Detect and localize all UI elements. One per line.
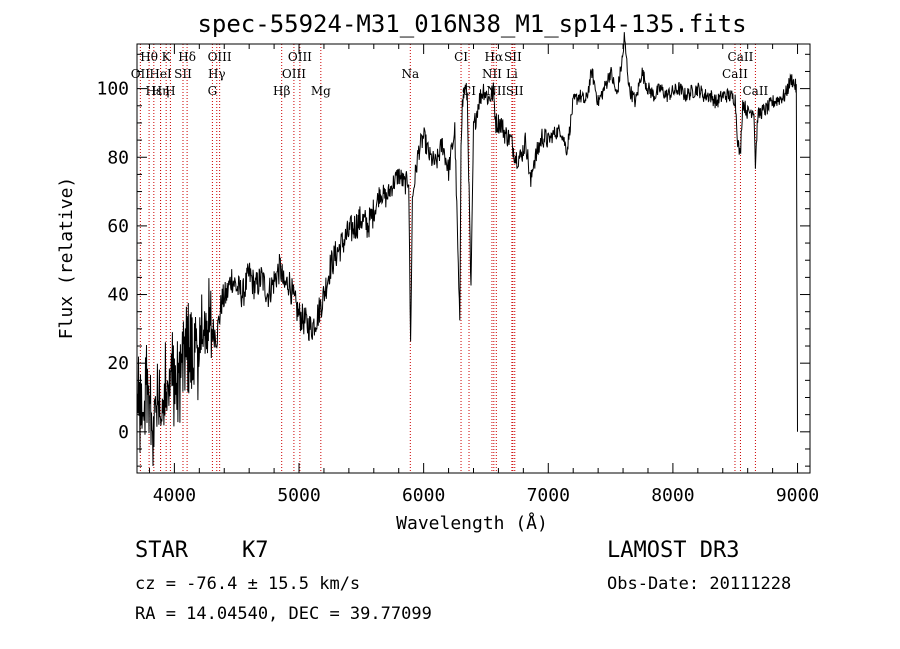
line-label-11: SII: [174, 67, 192, 81]
line-label-21: G: [208, 84, 218, 98]
y-tick-label-80: 80: [107, 147, 129, 168]
line-label-0: Hθ: [140, 50, 158, 64]
observation-date: Obs-Date: 20111228: [607, 574, 792, 594]
spectrum-line: [136, 32, 798, 467]
line-label-17: CaII: [722, 67, 748, 81]
line-label-3: OIII: [208, 50, 232, 64]
object-class: STAR: [135, 538, 188, 563]
line-label-20: H: [165, 84, 175, 98]
spectrum-chart: spec-55924-M31_016N38_M1_sp14-135.fits H…: [56, 10, 819, 534]
axis-ticks: 4000 5000 6000 7000 8000 9000 0 20 40 60 80 100: [96, 44, 819, 506]
line-label-12: Hγ: [208, 67, 226, 81]
line-label-9: OII: [131, 67, 151, 81]
redshift-cz: cz = -76.4 ± 15.5 km/s: [135, 574, 361, 594]
line-label-26: SII: [506, 84, 524, 98]
line-label-2: Hδ: [178, 50, 196, 64]
line-label-13: OIII: [282, 67, 306, 81]
line-label-25: NII: [486, 84, 506, 98]
x-tick-label-7000: 7000: [527, 485, 570, 506]
x-tick-label-6000: 6000: [402, 485, 445, 506]
line-label-10: HeI: [149, 67, 172, 81]
line-label-24: CI: [462, 84, 476, 98]
coordinates: RA = 14.04540, DEC = 39.77099: [135, 604, 432, 624]
line-label-18: Hε: [145, 84, 162, 98]
x-tick-label-9000: 9000: [776, 485, 819, 506]
x-tick-label-8000: 8000: [651, 485, 694, 506]
x-tick-label-4000: 4000: [153, 485, 196, 506]
y-tick-label-60: 60: [107, 216, 129, 237]
line-label-23: Mg: [311, 84, 331, 98]
line-label-1: K: [162, 50, 172, 64]
line-label-5: CI: [454, 50, 468, 64]
line-markers: [139, 44, 756, 473]
y-tick-label-100: 100: [96, 79, 129, 100]
line-label-14: Na: [401, 67, 419, 81]
y-tick-label-40: 40: [107, 285, 129, 306]
y-tick-label-0: 0: [118, 422, 129, 443]
spectrum-series: [136, 32, 798, 467]
y-axis-label: Flux (relative): [56, 177, 77, 340]
line-label-19: Hη: [152, 84, 170, 98]
line-label-7: SII: [504, 50, 522, 64]
line-label-8: CaII: [728, 50, 754, 64]
chart-title: spec-55924-M31_016N38_M1_sp14-135.fits: [197, 10, 746, 38]
x-tick-label-5000: 5000: [277, 485, 320, 506]
line-label-15: NII: [482, 67, 502, 81]
plot-frame: [136, 43, 811, 474]
y-tick-label-20: 20: [107, 353, 129, 374]
line-label-6: Hα: [485, 50, 504, 64]
x-axis-label: Wavelength (Å): [396, 512, 548, 534]
line-label-27: CaII: [742, 84, 768, 98]
survey-name: LAMOST DR3: [607, 538, 740, 563]
line-label-16: Li: [506, 67, 518, 81]
line-label-22: Hβ: [273, 84, 290, 98]
line-label-4: OIII: [288, 50, 312, 64]
object-subclass: K7: [242, 538, 269, 563]
